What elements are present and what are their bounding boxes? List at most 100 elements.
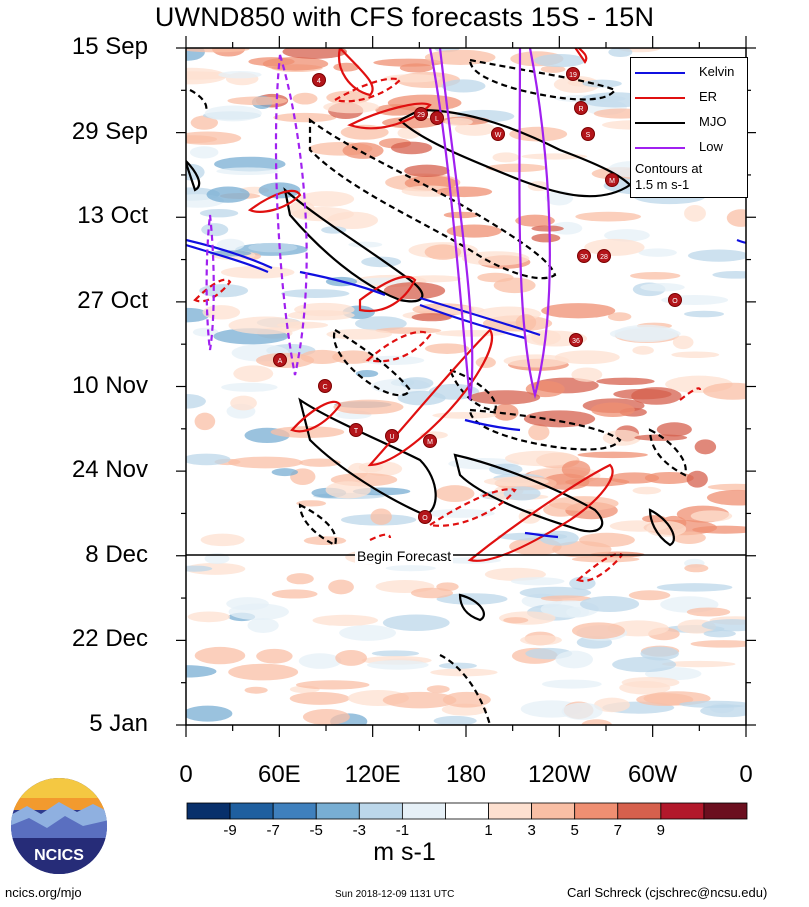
shading-cell — [280, 289, 350, 298]
shading-cell — [271, 468, 298, 477]
storm-marker: L — [430, 111, 444, 125]
shading-cell — [218, 71, 262, 79]
shading-cell — [332, 350, 375, 364]
storm-marker: A — [273, 353, 287, 367]
legend-label: Low — [699, 139, 723, 154]
storm-label: A — [278, 358, 283, 365]
shading-cell — [684, 205, 706, 222]
shading-cell — [411, 313, 452, 322]
shading-cell — [404, 164, 450, 177]
shading-cell — [690, 510, 733, 522]
colorbar-swatch — [445, 802, 489, 820]
shading-cell — [289, 692, 350, 705]
shading-cell — [566, 606, 590, 618]
shading-cell — [550, 221, 583, 235]
contour-note: Contours at 1.5 m s-1 — [635, 161, 702, 193]
shading-cell — [303, 536, 347, 546]
kelvin-contour — [524, 531, 559, 539]
kelvin-contour — [419, 296, 541, 337]
colorbar-swatch — [574, 802, 619, 820]
shading-cell — [186, 48, 250, 53]
mjo-contour — [648, 508, 675, 547]
shading-cell — [552, 541, 612, 558]
storm-label: S — [586, 132, 591, 139]
shading-cell — [432, 412, 497, 419]
shading-cell — [621, 676, 680, 688]
shading-cell — [493, 403, 519, 421]
shading-cell — [446, 224, 502, 238]
shading-cell — [186, 705, 233, 722]
shading-cell — [370, 508, 392, 525]
shading-cell — [584, 238, 645, 256]
storm-marker: T — [349, 423, 363, 437]
legend-item-kelvin: Kelvin — [635, 64, 745, 80]
storm-marker: 28 — [597, 249, 611, 263]
shading-cell — [200, 533, 245, 547]
shading-cell — [194, 646, 246, 665]
shading-cell — [540, 595, 591, 602]
storm-label: O — [422, 515, 428, 522]
colorbar-swatch — [186, 802, 231, 820]
shading-cell — [247, 617, 279, 634]
er-contour — [358, 275, 417, 313]
shading-cell — [186, 307, 210, 323]
footer-url[interactable]: ncics.org/mjo — [5, 885, 82, 900]
shading-cell — [672, 531, 706, 544]
shading-cell — [186, 453, 231, 466]
y-tick-label: 22 Dec — [71, 625, 148, 653]
shading-cell — [644, 471, 694, 485]
shading-cell — [298, 191, 355, 207]
shading-cell — [703, 382, 746, 400]
shading-cell — [296, 500, 327, 507]
ncics-logo[interactable]: NCICS — [9, 776, 109, 876]
mjo-contour — [468, 58, 617, 101]
storm-label: C — [322, 384, 327, 391]
shading-cell — [230, 395, 257, 411]
shading-cell — [444, 117, 473, 126]
shading-cell — [371, 650, 420, 657]
forecast-label: Begin Forecast — [355, 548, 454, 564]
shading-cell — [204, 105, 262, 122]
x-tick-label: 60E — [257, 761, 301, 788]
shading-cell — [189, 146, 219, 159]
shading-cell — [385, 565, 436, 572]
storm-label: U — [389, 434, 394, 441]
shading-cell — [475, 356, 496, 369]
shading-cell — [435, 485, 475, 502]
shading-cell — [302, 708, 350, 725]
shading-cell — [612, 656, 677, 673]
shading-cell — [397, 390, 446, 406]
shading-cell — [632, 486, 662, 495]
shading-cell — [607, 312, 632, 322]
storm-label: O — [672, 298, 678, 305]
shading-cell — [531, 225, 564, 232]
storm-marker: R — [574, 101, 588, 115]
legend-item-er: ER — [635, 89, 745, 105]
footer-timestamp: Sun 2018-12-09 1131 UTC — [335, 889, 455, 900]
shading-cell — [683, 310, 725, 318]
chart-title: UWND850 with CFS forecasts 15S - 15N — [154, 2, 655, 32]
shading-cell — [216, 238, 245, 251]
shading-cell — [656, 583, 733, 592]
shading-cell — [400, 377, 434, 390]
legend-label: ER — [699, 89, 718, 104]
colorbar-label: 7 — [613, 822, 622, 839]
colorbar-swatch — [488, 802, 533, 820]
storm-label: 30 — [580, 254, 588, 261]
shading-cell — [701, 619, 746, 632]
shading-cell — [679, 700, 746, 708]
colorbar-swatch — [617, 802, 662, 820]
shading-cell — [596, 377, 655, 386]
mjo-contour — [458, 593, 485, 622]
shading-cell — [227, 96, 288, 106]
shading-cell — [410, 587, 454, 599]
shading-cell — [485, 163, 547, 173]
shading-cell — [632, 345, 654, 355]
storm-marker: 29 — [414, 107, 428, 121]
mjo-contour — [186, 159, 201, 192]
shading-cell — [540, 65, 566, 73]
shading-cell — [561, 460, 591, 479]
colorbar-label: -1 — [395, 822, 410, 839]
shading-cell — [216, 167, 279, 176]
